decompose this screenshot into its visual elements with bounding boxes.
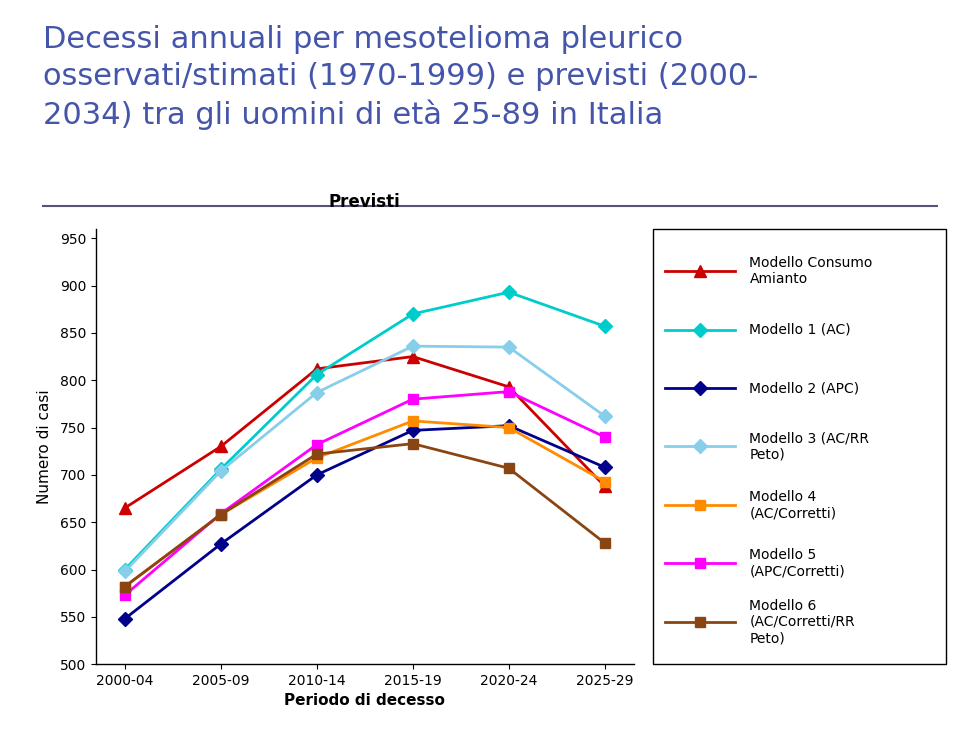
X-axis label: Periodo di decesso: Periodo di decesso (284, 694, 445, 708)
Text: Modello 6
(AC/Corretti/RR
Peto): Modello 6 (AC/Corretti/RR Peto) (750, 599, 855, 645)
Text: Previsti: Previsti (329, 193, 400, 211)
Text: Modello 1 (AC): Modello 1 (AC) (750, 323, 852, 337)
Text: Modello 5
(APC/Corretti): Modello 5 (APC/Corretti) (750, 548, 845, 579)
Text: Modello Consumo
Amianto: Modello Consumo Amianto (750, 256, 873, 286)
Text: Decessi annuali per mesotelioma pleurico
osservati/stimati (1970-1999) e previst: Decessi annuali per mesotelioma pleurico… (42, 24, 757, 130)
Text: Modello 3 (AC/RR
Peto): Modello 3 (AC/RR Peto) (750, 432, 870, 461)
Text: Modello 2 (APC): Modello 2 (APC) (750, 381, 859, 395)
Y-axis label: Numero di casi: Numero di casi (36, 389, 52, 504)
Text: Modello 4
(AC/Corretti): Modello 4 (AC/Corretti) (750, 490, 836, 520)
